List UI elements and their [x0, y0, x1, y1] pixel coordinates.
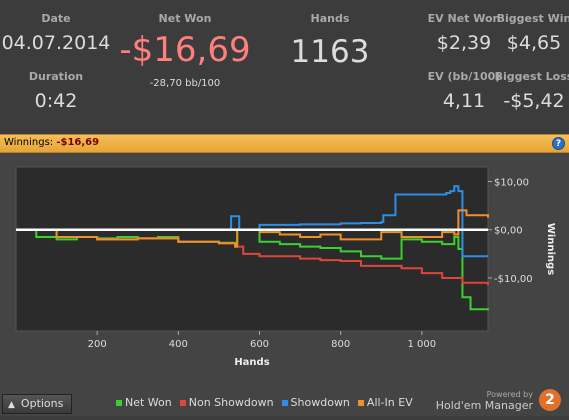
legend-swatch	[281, 400, 288, 406]
ev-bb-label: EV (bb/100)	[427, 70, 501, 83]
biggest-win-label: Biggest Win	[496, 12, 569, 25]
legend-item: Net Won	[116, 396, 172, 409]
options-label: Options	[20, 397, 64, 410]
winnings-header-value: -$16,69	[56, 137, 100, 148]
y-tick-label: -$10,00	[494, 274, 533, 285]
bottom-bar: ▲ Options Net Won Non Showdown Showdown All-…	[0, 388, 569, 416]
ev-net-won-label: EV Net Won	[427, 12, 501, 25]
legend-label: All-In EV	[366, 396, 413, 409]
x-tick-label: 800	[331, 339, 350, 350]
net-won-value: -$16,69	[119, 30, 251, 70]
duration-value: 0:42	[34, 90, 78, 112]
x-tick-label: 200	[88, 339, 107, 350]
x-tick-label: 1 000	[408, 339, 437, 350]
ev-bb-value: 4,11	[442, 90, 486, 112]
brand-name: Hold'em Manager	[435, 399, 533, 412]
winnings-header: Winnings: -$16,69	[4, 137, 99, 148]
net-won-bb: -28,70 bb/100	[149, 78, 221, 89]
legend-label: Net Won	[125, 396, 172, 409]
date-label: Date	[41, 12, 71, 25]
x-tick-label: 400	[169, 339, 188, 350]
winnings-header-bar: Winnings: -$16,69 ?	[0, 134, 569, 153]
legend-item: Showdown	[281, 396, 350, 409]
ev-net-won-value: $2,39	[436, 32, 492, 54]
options-button[interactable]: ▲ Options	[2, 394, 72, 414]
stats-panel: Date 04.07.2014 Duration 0:42 Net Won -$…	[0, 0, 569, 134]
hands-value: 1163	[290, 34, 370, 70]
plot-background	[15, 166, 489, 332]
series-line-all-in-ev	[16, 209, 489, 248]
winnings-chart: $10,00 $0,00 -$10,00 200 400 600 800 1 000 Hands…	[15, 166, 556, 368]
biggest-loss-value: -$5,42	[503, 90, 565, 112]
biggest-loss-label: Biggest Loss	[494, 70, 569, 83]
x-tick-label: 600	[250, 339, 269, 350]
hm2-logo: 2	[539, 389, 561, 411]
chart-area: $10,00 $0,00 -$10,00 200 400 600 800 1 000 Hands…	[0, 153, 569, 416]
legend-swatch	[179, 400, 186, 406]
y-tick-label: $0,00	[494, 226, 523, 237]
legend-swatch	[357, 400, 364, 406]
winnings-header-label: Winnings:	[4, 137, 54, 148]
duration-label: Duration	[28, 70, 84, 83]
hands-label: Hands	[310, 12, 350, 25]
date-value: 04.07.2014	[1, 32, 111, 54]
y-tick-label: $10,00	[494, 177, 529, 188]
biggest-win-value: $4,65	[506, 32, 562, 54]
legend-label: Non Showdown	[188, 396, 274, 409]
legend-item: Non Showdown	[179, 396, 274, 409]
chevron-up-icon: ▲	[8, 400, 15, 410]
legend-label: Showdown	[290, 396, 350, 409]
x-axis-label: Hands	[234, 357, 269, 368]
y-axis-label: Winnings	[545, 223, 556, 275]
powered-by: Powered by Hold'em Manager	[436, 390, 533, 412]
help-icon[interactable]: ?	[552, 137, 565, 150]
net-won-label: Net Won	[158, 12, 212, 25]
chart-legend: Net Won Non Showdown Showdown All-In EV	[116, 396, 421, 409]
powered-by-label: Powered by	[486, 390, 533, 399]
legend-swatch	[116, 400, 122, 406]
legend-item: All-In EV	[357, 396, 413, 409]
